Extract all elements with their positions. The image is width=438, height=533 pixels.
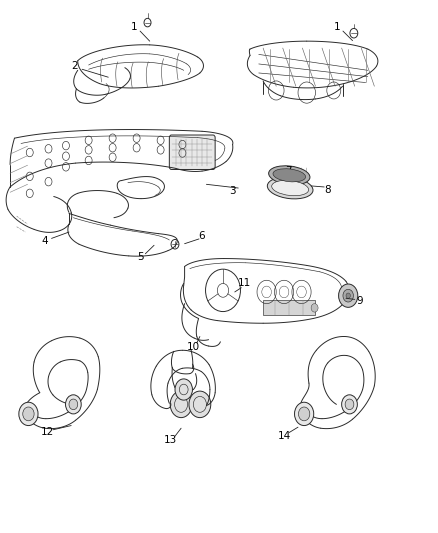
Text: 7: 7 — [284, 166, 291, 176]
Circle shape — [23, 407, 34, 421]
Ellipse shape — [268, 166, 309, 185]
Circle shape — [69, 399, 78, 410]
Text: 4: 4 — [42, 236, 48, 246]
Text: 14: 14 — [278, 431, 291, 441]
Circle shape — [345, 293, 350, 298]
Circle shape — [298, 407, 309, 421]
Circle shape — [338, 284, 357, 308]
Ellipse shape — [271, 180, 308, 196]
Circle shape — [294, 402, 313, 425]
Circle shape — [341, 395, 357, 414]
Text: 1: 1 — [131, 22, 138, 32]
Circle shape — [19, 402, 38, 425]
Text: 6: 6 — [198, 231, 205, 241]
Ellipse shape — [272, 169, 305, 182]
Circle shape — [188, 391, 210, 418]
Text: 10: 10 — [186, 342, 199, 352]
Text: 8: 8 — [324, 184, 330, 195]
Ellipse shape — [267, 177, 312, 199]
Circle shape — [344, 399, 353, 410]
Text: 5: 5 — [138, 253, 144, 262]
Circle shape — [65, 395, 81, 414]
FancyBboxPatch shape — [169, 135, 215, 169]
Text: 12: 12 — [40, 427, 54, 438]
Text: 1: 1 — [333, 22, 340, 32]
Text: 9: 9 — [356, 296, 363, 306]
Circle shape — [170, 391, 191, 418]
Circle shape — [311, 304, 318, 312]
Circle shape — [175, 379, 192, 400]
Bar — [262, 301, 315, 316]
Text: 11: 11 — [238, 278, 251, 288]
Text: 3: 3 — [229, 185, 235, 196]
Circle shape — [342, 289, 353, 302]
Text: 2: 2 — [71, 61, 78, 71]
Text: 13: 13 — [164, 435, 177, 445]
